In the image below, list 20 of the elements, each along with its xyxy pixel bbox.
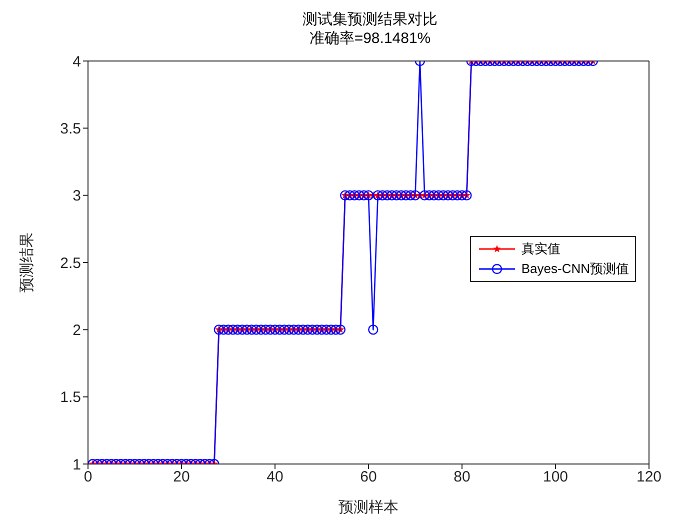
y-axis-title: 预测结果 [18,232,36,292]
x-tick-label: 60 [360,468,377,486]
y-tick-label: 2 [72,322,81,339]
x-tick-label: 40 [266,468,284,486]
x-tick-label: 100 [542,468,568,486]
x-tick-label: 120 [636,468,662,486]
y-tick-label: 3.5 [60,120,81,138]
y-tick-label: 1 [72,456,81,474]
chart-title: 测试集预测结果对比 [302,10,438,29]
y-tick-label: 3 [72,188,81,205]
x-tick-label: 80 [454,468,470,486]
y-tick-label: 1.5 [60,389,81,406]
legend-label: 真实值 [521,240,560,258]
chart-subtitle: 准确率=98.1481% [308,29,432,48]
x-tick-label: 0 [84,468,92,486]
x-tick-label: 20 [173,468,190,486]
x-axis-title: 预测样本 [338,499,398,516]
y-tick-label: 2.5 [60,254,81,272]
legend-label: Bayes-CNN预测值 [521,260,629,278]
y-tick-label: 4 [72,53,81,70]
